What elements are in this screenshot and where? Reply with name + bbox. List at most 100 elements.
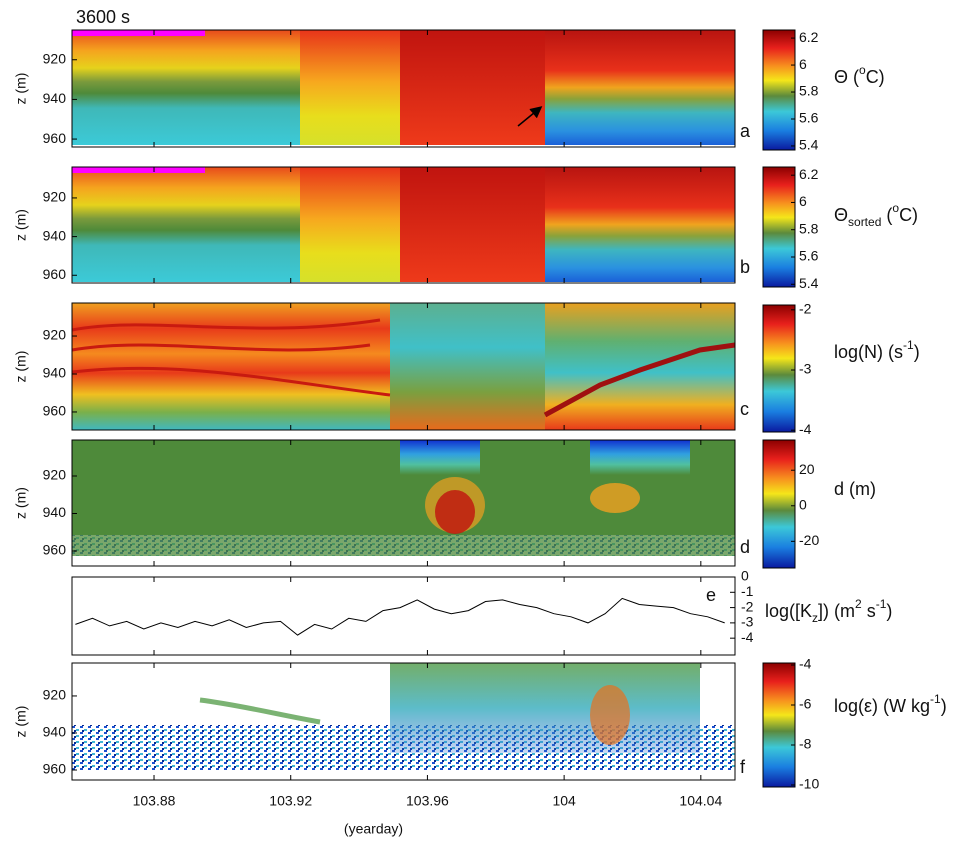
label-part: 2 (855, 597, 862, 611)
y-tick-label: 960 (43, 542, 67, 558)
x-tick-label: 104 (552, 793, 576, 809)
label-part: log([K (765, 601, 812, 621)
label-part: ) (941, 696, 947, 716)
colorbar-tick-label: 20 (799, 461, 815, 477)
y-tick-label: 920 (43, 50, 67, 66)
y-axis-label: z (m) (13, 487, 29, 519)
colorbar-tick-label: -3 (799, 361, 812, 377)
colorbar (762, 29, 796, 151)
label-part: z (812, 611, 818, 625)
colorbar-tick-label: 5.6 (799, 248, 819, 264)
y-tick-label: 940 (43, 90, 67, 106)
plot-frame (71, 29, 736, 148)
axis-label: log([Kz]) (m2 s-1) (765, 597, 892, 625)
x-tick-label: 103.96 (406, 793, 449, 809)
heatmap-image (72, 663, 735, 770)
colorbar-tick-label: 5.8 (799, 220, 819, 236)
colorbar-tick-label: -4 (799, 421, 812, 437)
label-part: ( (881, 205, 892, 225)
y-axis-label: z (m) (13, 706, 29, 738)
plot-frame (71, 439, 736, 567)
label-part: C) (866, 67, 885, 87)
heatmap-image (72, 440, 735, 556)
colorbar-tick-label: -6 (799, 696, 812, 712)
colorbar-tick-label: 6.2 (799, 166, 819, 182)
axis-label: log(N) (s-1) (834, 338, 920, 362)
y-tick-label: -3 (741, 614, 754, 630)
plot-frame (71, 166, 736, 284)
y-tick-label: 960 (43, 761, 67, 777)
colorbar (762, 304, 796, 433)
colorbar-tick-label: 6 (799, 56, 807, 72)
colorbar-tick-label: 5.8 (799, 83, 819, 99)
colorbar-tick-label: 0 (799, 496, 807, 512)
y-tick-label: -4 (741, 629, 754, 645)
colorbar-tick-label: 5.6 (799, 110, 819, 126)
y-tick-label: 960 (43, 403, 67, 419)
axis-label: log(ε) (W kg-1) (834, 692, 947, 716)
colorbar-tick-label: -4 (799, 656, 812, 672)
colorbar-tick-label: -2 (799, 301, 812, 317)
y-tick-label: -2 (741, 598, 754, 614)
label-part: o (892, 201, 899, 215)
label-part: -1 (903, 338, 914, 352)
y-tick-label: 920 (43, 467, 67, 483)
panel-label: c (740, 399, 749, 419)
y-tick-label: 920 (43, 327, 67, 343)
heatmap-image (72, 30, 735, 145)
colorbar-tick-label: 6.2 (799, 29, 819, 45)
colorbar (762, 662, 796, 788)
y-axis-label: z (m) (13, 351, 29, 383)
y-axis-label: z (m) (13, 209, 29, 241)
plot-frame (71, 576, 736, 656)
label-part: log(ε) (W kg (834, 696, 930, 716)
y-tick-label: -1 (741, 583, 754, 599)
y-tick-label: 920 (43, 687, 67, 703)
y-tick-label: 940 (43, 724, 67, 740)
heatmap-image (71, 303, 736, 430)
colorbar-tick-label: -10 (799, 776, 819, 792)
x-tick-label: 103.92 (269, 793, 312, 809)
colorbar (762, 439, 796, 569)
label-part: ) (914, 342, 920, 362)
y-tick-label: 960 (43, 266, 67, 282)
annotation: 3600 s (76, 7, 130, 27)
panel-label: f (740, 757, 746, 777)
arrow (517, 106, 543, 127)
label-part: Θ (834, 205, 848, 225)
y-tick-label: 940 (43, 504, 67, 520)
x-tick-label: 103.88 (133, 793, 176, 809)
colorbar-tick-label: 6 (799, 193, 807, 209)
colorbar-tick-label: -20 (799, 532, 819, 548)
colorbar-tick-label: 5.4 (799, 137, 819, 153)
colorbar-tick-label: 5.4 (799, 275, 819, 291)
label-part: log(N) (s (834, 342, 903, 362)
duration-bar (72, 167, 205, 173)
label-part: ) (886, 601, 892, 621)
y-tick-label: 920 (43, 189, 67, 205)
plot-frame (71, 302, 736, 431)
y-axis-label: z (m) (13, 73, 29, 105)
label-part: C) (899, 205, 918, 225)
y-tick-label: 940 (43, 227, 67, 243)
axis-label: d (m) (834, 479, 876, 499)
axis-label: Θsorted (oC) (834, 201, 918, 229)
label-part: -1 (876, 597, 887, 611)
panel-label: d (740, 537, 750, 557)
panel-label: a (740, 121, 751, 141)
label-part: d (m) (834, 479, 876, 499)
duration-bar (72, 30, 205, 36)
axis-label: Θ (oC) (834, 63, 885, 87)
colorbar (762, 166, 796, 288)
x-tick-label: 104.04 (679, 793, 722, 809)
line (75, 597, 725, 636)
panel-label: b (740, 257, 750, 277)
plot-frame (71, 662, 736, 781)
y-tick-label: 960 (43, 130, 67, 146)
y-tick-label: 0 (741, 568, 749, 584)
heatmap-image (72, 167, 735, 282)
colorbar-tick-label: -8 (799, 736, 812, 752)
panel-label: e (706, 585, 716, 605)
label-part: Θ ( (834, 67, 859, 87)
